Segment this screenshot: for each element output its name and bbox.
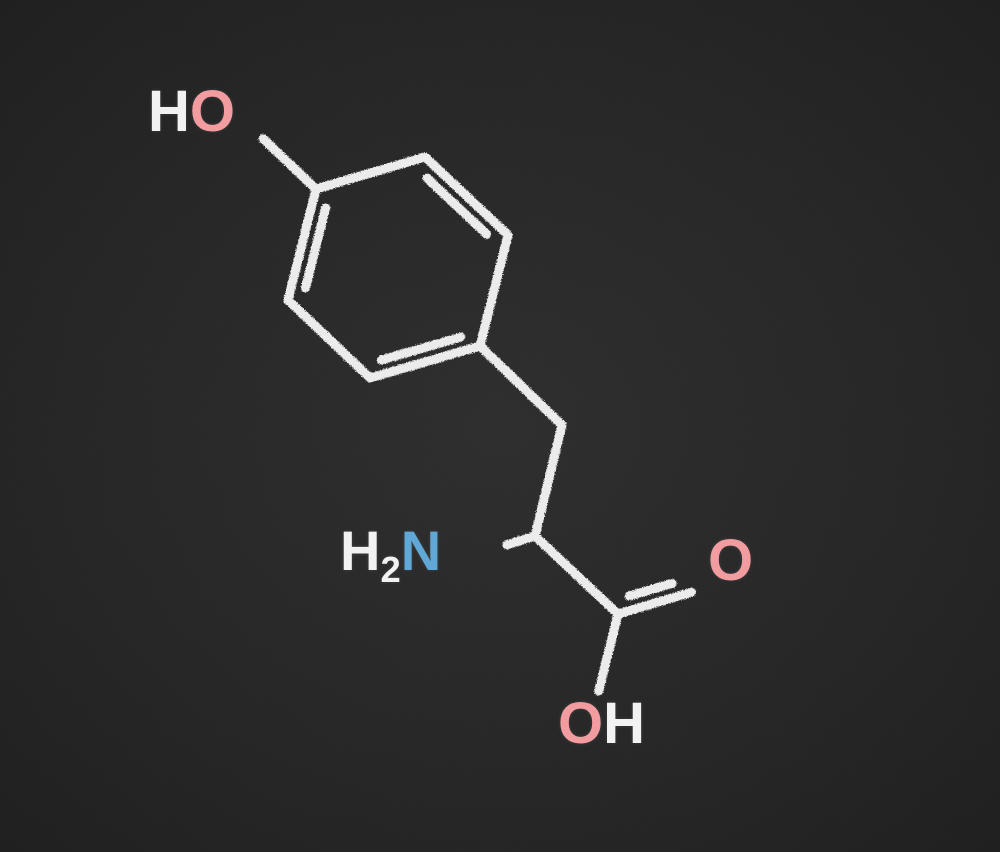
atom-label-phenol-oh: HO [148,78,235,145]
atom-label-carboxyl-oh: OH [558,690,645,757]
atom-label-carbonyl-o: O [708,527,753,594]
chalkboard-background: HO H2N O OH [0,0,1000,852]
atom-label-amine-h2n: H2N [340,518,441,591]
